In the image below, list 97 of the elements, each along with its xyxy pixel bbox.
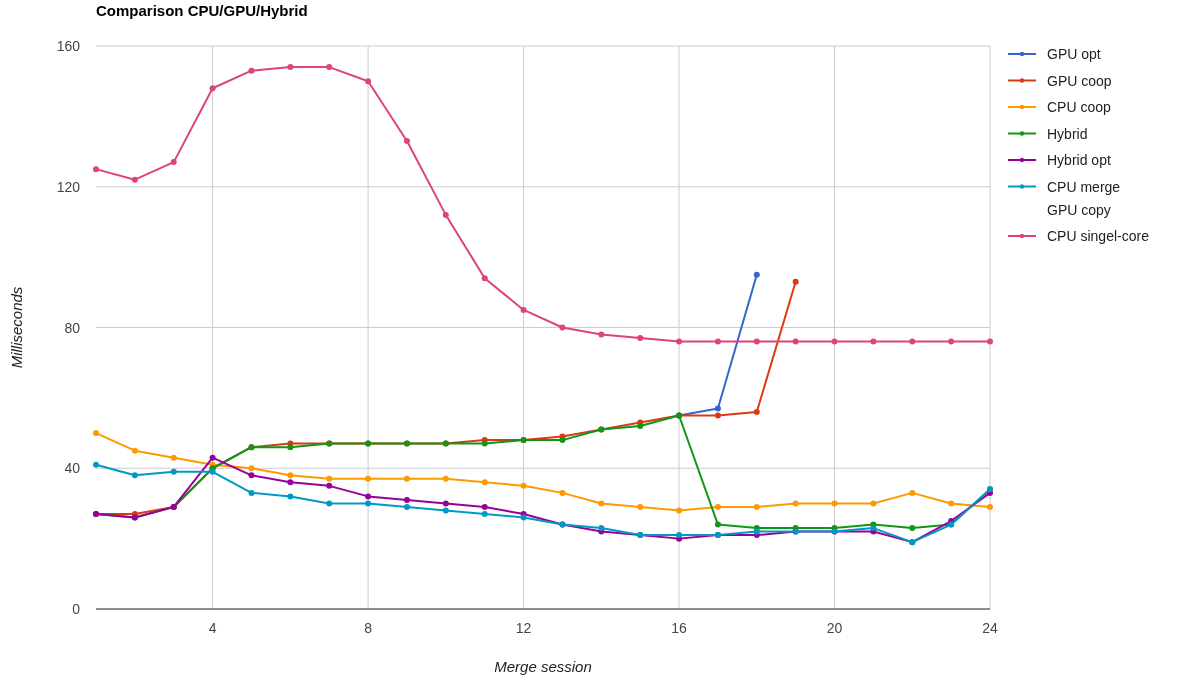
x-tick-label: 8 xyxy=(364,620,373,636)
point xyxy=(948,338,955,345)
point xyxy=(753,338,760,345)
x-tick-label: 24 xyxy=(982,620,998,636)
chart-title: Comparison CPU/GPU/Hybrid xyxy=(96,2,308,19)
point xyxy=(403,496,410,503)
point xyxy=(365,78,372,85)
point xyxy=(637,335,644,342)
point xyxy=(831,338,838,345)
point xyxy=(481,503,488,510)
y-tick-label: 160 xyxy=(56,38,81,54)
point xyxy=(559,437,566,444)
point xyxy=(365,493,372,500)
point xyxy=(93,166,99,173)
legend-label: CPU coop xyxy=(1047,99,1112,115)
point xyxy=(870,338,877,345)
x-tick-label: 12 xyxy=(515,620,532,636)
x-axis-title: Merge session xyxy=(494,658,592,675)
point xyxy=(909,489,916,496)
point xyxy=(403,475,410,482)
point xyxy=(481,275,488,282)
point xyxy=(287,64,294,71)
point xyxy=(520,482,527,489)
point xyxy=(287,444,294,451)
point xyxy=(987,338,993,345)
point xyxy=(909,525,916,532)
legend-label: Hybrid xyxy=(1047,125,1088,142)
point xyxy=(559,489,566,496)
point xyxy=(870,500,877,507)
point xyxy=(676,507,683,514)
legend-label: GPU coop xyxy=(1047,72,1112,89)
point xyxy=(170,159,177,166)
point xyxy=(520,306,527,313)
point xyxy=(209,85,216,92)
y-tick-label: 0 xyxy=(72,601,81,617)
point xyxy=(403,138,410,145)
point xyxy=(481,510,488,517)
point xyxy=(598,331,605,338)
point xyxy=(676,338,683,345)
point xyxy=(792,278,799,285)
point xyxy=(714,412,721,419)
point xyxy=(248,489,255,496)
x-tick-label: 20 xyxy=(826,620,843,636)
point xyxy=(248,472,255,479)
point xyxy=(170,454,177,461)
point xyxy=(365,500,372,507)
point xyxy=(792,338,799,345)
point xyxy=(442,500,449,507)
point xyxy=(170,468,177,475)
point xyxy=(326,475,333,482)
point xyxy=(637,423,644,430)
y-axis-title: Milliseconds xyxy=(8,286,25,369)
y-tick-label: 80 xyxy=(64,319,81,336)
x-tick-label: 4 xyxy=(208,620,217,636)
point xyxy=(209,454,216,461)
y-tick-label: 120 xyxy=(56,178,81,195)
legend-label: CPU singel-core xyxy=(1047,228,1150,244)
point xyxy=(714,503,721,510)
point xyxy=(637,503,644,510)
point xyxy=(442,475,449,482)
point xyxy=(909,338,916,345)
point xyxy=(792,500,799,507)
point xyxy=(326,64,333,71)
point xyxy=(753,271,760,278)
point xyxy=(948,500,955,507)
point xyxy=(248,67,255,74)
point xyxy=(559,324,566,331)
point xyxy=(714,521,721,528)
point xyxy=(753,408,760,415)
legend-label: GPU opt xyxy=(1047,46,1101,62)
point xyxy=(598,500,605,507)
point xyxy=(131,176,138,183)
x-tick-label: 16 xyxy=(671,620,688,636)
point xyxy=(365,475,372,482)
point xyxy=(326,500,333,507)
point xyxy=(131,447,138,454)
point xyxy=(93,430,99,437)
point xyxy=(714,405,721,412)
point xyxy=(326,482,333,489)
point xyxy=(403,503,410,510)
point xyxy=(481,479,488,486)
legend-label: Hybrid opt xyxy=(1047,152,1111,168)
point xyxy=(753,503,760,510)
y-tick-label: 40 xyxy=(64,460,81,477)
point xyxy=(287,472,294,479)
point xyxy=(287,479,294,486)
point xyxy=(442,211,449,218)
point xyxy=(131,472,138,479)
legend-label: CPU merge GPU copy xyxy=(1047,178,1121,218)
point xyxy=(714,338,721,345)
point xyxy=(987,503,993,510)
point xyxy=(248,465,255,472)
point xyxy=(520,514,527,521)
point xyxy=(831,500,838,507)
point xyxy=(93,461,99,468)
point xyxy=(287,493,294,500)
point xyxy=(442,507,449,514)
